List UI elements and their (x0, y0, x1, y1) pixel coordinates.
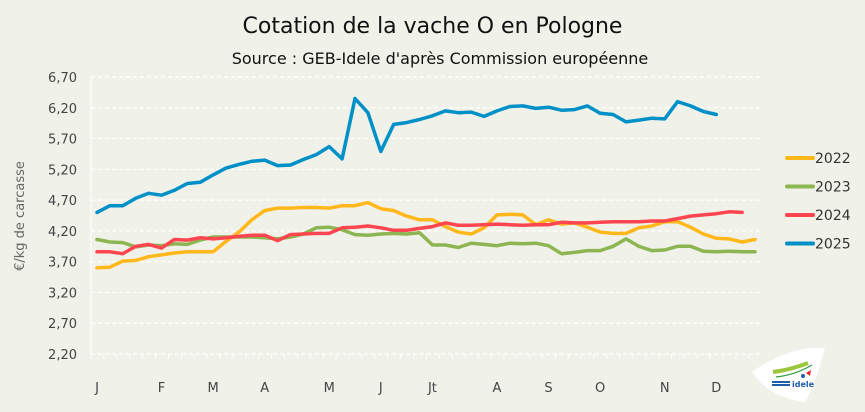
legend-label: 2022 (815, 151, 851, 167)
series-lines (95, 96, 757, 270)
x-tick-label: M (324, 381, 335, 396)
y-axis: 2,20 2,70 3,20 3,70 4,20 4,70 5,20 5,70 6,20 6,70 (48, 71, 77, 363)
chart-subtitle: Source : GEB-Idele d'après Commission eu… (231, 49, 649, 68)
y-tick-label: 2,70 (48, 317, 77, 332)
y-tick-label: 6,20 (48, 102, 77, 117)
y-tick-label: 3,70 (48, 256, 77, 271)
x-tick-label: D (711, 381, 721, 396)
idele-logo: idele (752, 347, 825, 402)
x-tick-label: O (595, 381, 605, 396)
y-tick-label: 6,70 (48, 71, 77, 86)
x-tick-label: J (94, 381, 99, 396)
svg-text:idele: idele (792, 380, 815, 389)
x-tick-label: S (544, 381, 552, 396)
x-tick-label: F (158, 381, 165, 396)
y-tick-label: 2,20 (48, 348, 77, 363)
legend-label: 2023 (815, 180, 851, 196)
x-tick-label: J (378, 381, 383, 396)
x-tick-label: A (260, 381, 269, 396)
y-axis-label: €/kg de carcasse (13, 161, 28, 271)
series-line-2022 (95, 200, 757, 270)
x-axis: J F M A M J Jt A S O N D (94, 381, 721, 396)
x-tick-label: N (660, 381, 670, 396)
y-tick-label: 5,20 (48, 163, 77, 178)
y-tick-label: 4,70 (48, 194, 77, 209)
x-tick-label: Jt (427, 381, 437, 396)
x-tick-label: A (493, 381, 502, 396)
series-line-2024 (95, 210, 744, 256)
legend: 2022 2023 2024 2025 (785, 151, 851, 253)
y-tick-label: 3,20 (48, 286, 77, 301)
legend-label: 2025 (815, 237, 851, 253)
chart-title: Cotation de la vache O en Pologne (242, 14, 623, 39)
series-line-2025 (95, 96, 719, 215)
series-line-2023 (95, 225, 757, 256)
y-tick-label: 4,20 (48, 225, 77, 240)
x-tick-label: M (208, 381, 219, 396)
y-tick-label: 5,70 (48, 133, 77, 148)
grid (90, 76, 760, 359)
legend-label: 2024 (815, 208, 851, 224)
